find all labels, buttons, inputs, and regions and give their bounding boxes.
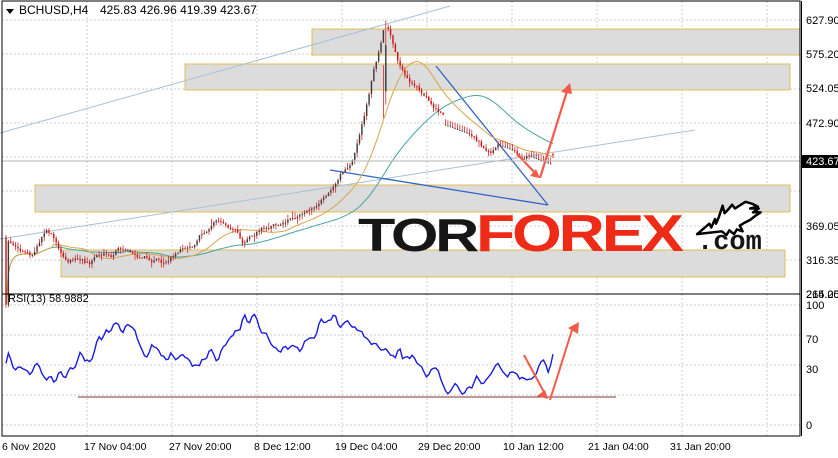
svg-text:.com: .com <box>697 228 762 258</box>
svg-text:FOREX: FOREX <box>476 205 684 263</box>
svg-text:29 Dec 20:00: 29 Dec 20:00 <box>418 441 481 453</box>
svg-text:19 Dec 04:00: 19 Dec 04:00 <box>335 441 398 453</box>
svg-text:627.90: 627.90 <box>806 15 838 27</box>
svg-text:BCHUSD,H4: BCHUSD,H4 <box>19 3 89 17</box>
svg-text:21 Jan 04:00: 21 Jan 04:00 <box>588 441 649 453</box>
svg-text:70: 70 <box>806 334 818 346</box>
svg-text:27 Nov 20:00: 27 Nov 20:00 <box>169 441 232 453</box>
svg-text:8 Dec 12:00: 8 Dec 12:00 <box>254 441 311 453</box>
svg-text:575.20: 575.20 <box>806 49 838 61</box>
svg-text:10 Jan 12:00: 10 Jan 12:00 <box>503 441 564 453</box>
svg-text:30: 30 <box>806 364 818 376</box>
svg-text:6 Nov 2020: 6 Nov 2020 <box>2 441 56 453</box>
svg-text:0: 0 <box>806 420 812 432</box>
svg-text:369.05: 369.05 <box>806 221 838 233</box>
svg-text:423.67: 423.67 <box>806 156 838 168</box>
svg-text:316.35: 316.35 <box>806 255 838 267</box>
svg-text:472.90: 472.90 <box>806 118 838 130</box>
svg-text:425.83 426.96 419.39 423.67: 425.83 426.96 419.39 423.67 <box>100 3 257 17</box>
svg-text:RSI(13) 58.9882: RSI(13) 58.9882 <box>8 293 89 305</box>
svg-text:17 Nov 04:00: 17 Nov 04:00 <box>84 441 147 453</box>
svg-text:TOR: TOR <box>358 209 479 261</box>
svg-text:31 Jan 20:00: 31 Jan 20:00 <box>670 441 731 453</box>
svg-text:100: 100 <box>806 300 824 312</box>
svg-text:524.05: 524.05 <box>806 83 838 95</box>
